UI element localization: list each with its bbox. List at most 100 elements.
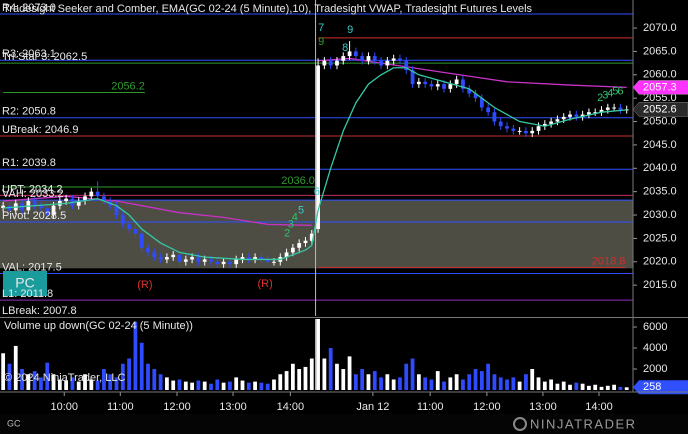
- candle-body: [423, 81, 428, 85]
- candle-body: [139, 233, 144, 248]
- volume-bar: [360, 369, 365, 390]
- volume-bar: [372, 371, 377, 390]
- volume-bar: [549, 379, 554, 390]
- candle-body: [290, 247, 295, 253]
- volume-bar: [171, 380, 176, 390]
- candle-body: [404, 60, 409, 71]
- candle-body: [297, 243, 302, 248]
- candle-body: [102, 196, 106, 202]
- x-tick-label: 12:00: [163, 401, 191, 413]
- volume-bar: [435, 371, 440, 390]
- candle-body: [385, 60, 390, 66]
- level-label: L1: 2011.8: [2, 288, 53, 300]
- volume-bar: [83, 374, 87, 390]
- volume-bar: [612, 384, 616, 390]
- volume-bar: [51, 374, 56, 390]
- volume-bar: [190, 382, 194, 390]
- volume-bar: [114, 377, 119, 390]
- candle-body: [454, 79, 459, 85]
- volume-bar: [7, 363, 12, 390]
- volume-bar: [366, 374, 371, 390]
- volume-bar: [309, 358, 314, 390]
- candle-body: [505, 126, 509, 129]
- level-label: R4: 2073.0: [2, 2, 56, 14]
- volume-bar: [536, 377, 541, 390]
- volume-bar: [467, 374, 472, 390]
- level-label: Tri-Star 3: 2062.5: [2, 51, 87, 63]
- volume-bar: [555, 383, 560, 390]
- instrument: GC: [7, 418, 21, 428]
- volume-bar: [39, 377, 43, 390]
- candle-body: [45, 208, 50, 216]
- level-label: UPT: 2034.2: [2, 183, 63, 195]
- volume-bar: [542, 381, 547, 390]
- candle-body: [89, 191, 94, 197]
- volume-title: Volume up down(GC 02-24 (5 Minute)): [4, 320, 193, 332]
- candle-body: [253, 257, 257, 260]
- volume-bar: [127, 358, 132, 390]
- candle-body: [152, 252, 157, 258]
- target-label: 2018.8: [592, 255, 626, 267]
- volume-bar: [26, 374, 31, 390]
- candle-body: [511, 128, 516, 131]
- level-label: R2: 2050.8: [2, 106, 56, 118]
- x-tick-label: Jan 12: [356, 401, 389, 413]
- volume-bar: [152, 369, 157, 390]
- volume-bar: [259, 382, 264, 390]
- pc-button-bg[interactable]: [3, 271, 47, 296]
- volume-bar: [158, 374, 163, 390]
- volume-bar: [486, 363, 491, 390]
- volume-tick-label: 6000: [643, 321, 667, 333]
- y-tick-label: 2035.0: [643, 186, 677, 198]
- x-tick-label: 12:00: [473, 401, 501, 413]
- candle-body: [209, 259, 213, 262]
- volume-bar: [316, 319, 320, 390]
- volume-bar: [574, 382, 579, 390]
- price-marker: [632, 102, 688, 117]
- pc-button-label[interactable]: PC: [15, 275, 34, 291]
- annotation: 7: [318, 22, 324, 34]
- volume-bar: [568, 384, 572, 390]
- pc-button[interactable]: PC: [3, 271, 47, 296]
- candle-body: [467, 88, 472, 94]
- y-tick-label: 2025.0: [643, 232, 677, 244]
- volume-bar: [64, 380, 69, 390]
- volume-bar: [290, 363, 295, 390]
- candle-body: [246, 257, 251, 260]
- volume-bar: [20, 369, 24, 390]
- candle-body: [486, 107, 491, 113]
- volume-bar: [404, 363, 409, 390]
- candle-body: [114, 205, 119, 216]
- volume-bar: [272, 379, 276, 390]
- ema-line: [3, 67, 627, 261]
- candle-body: [133, 229, 138, 234]
- candle-body: [240, 257, 245, 260]
- volume-bar: [139, 342, 144, 390]
- candle-body: [524, 130, 528, 134]
- level-label: VAL: 2017.5: [2, 261, 62, 273]
- volume-bar: [183, 381, 188, 390]
- candle-body: [284, 252, 289, 258]
- volume-bar: [265, 383, 270, 390]
- volume-bar: [133, 321, 138, 390]
- volume-bar: [353, 374, 358, 390]
- candle-body: [498, 121, 503, 127]
- volume-bar: [102, 369, 106, 390]
- volume-bar: [593, 384, 598, 390]
- annotation: 4: [292, 211, 298, 223]
- volume-bar: [328, 348, 333, 390]
- price-marker-label: 2052.6: [643, 103, 677, 115]
- volume-bar: [76, 381, 81, 390]
- volume-bar: [416, 374, 421, 390]
- y-tick-label: 2015.0: [643, 279, 677, 291]
- y-tick-label: 2055.0: [643, 92, 677, 104]
- candle-body: [542, 123, 547, 127]
- logo-icon: [513, 417, 527, 431]
- volume-bar: [57, 379, 62, 390]
- target-label: 2056.2: [111, 80, 145, 92]
- x-tick-label: 13:00: [219, 401, 247, 413]
- volume-bar: [45, 362, 50, 390]
- x-tick-label: 10:00: [50, 401, 78, 413]
- level-label: VAH: 2033.2: [2, 188, 64, 200]
- volume-bar: [1, 353, 6, 390]
